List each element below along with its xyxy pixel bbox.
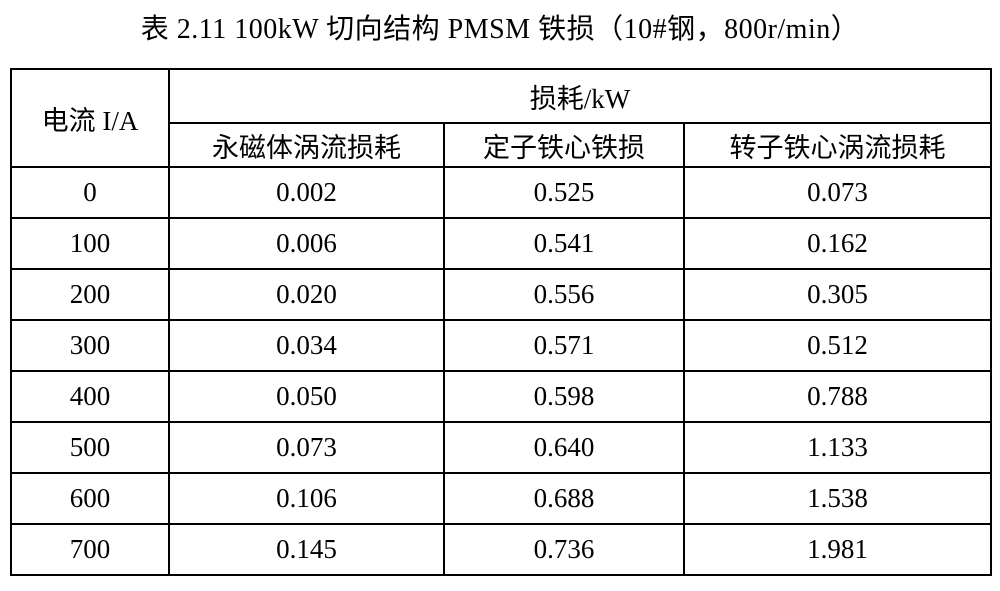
cell-current: 200 — [10, 268, 170, 321]
cell-current: 500 — [10, 421, 170, 474]
table-row: 400 0.050 0.598 0.788 — [10, 370, 993, 423]
table-row: 200 0.020 0.556 0.305 — [10, 268, 993, 321]
cell-rotor-eddy-loss: 1.538 — [682, 472, 993, 525]
header-current: 电流 I/A — [10, 68, 170, 168]
cell-current: 0 — [10, 166, 170, 219]
cell-stator-iron-loss: 0.640 — [443, 421, 685, 474]
cell-rotor-eddy-loss: 0.073 — [682, 166, 993, 219]
cell-stator-iron-loss: 0.571 — [443, 319, 685, 372]
table-row: 0 0.002 0.525 0.073 — [10, 166, 993, 219]
cell-pm-eddy-loss: 0.145 — [168, 523, 445, 576]
cell-pm-eddy-loss: 0.002 — [168, 166, 445, 219]
header-loss-group: 损耗/kW — [167, 68, 993, 124]
cell-current: 700 — [10, 523, 170, 576]
cell-pm-eddy-loss: 0.034 — [168, 319, 445, 372]
cell-current: 100 — [10, 217, 170, 270]
cell-stator-iron-loss: 0.525 — [443, 166, 685, 219]
cell-stator-iron-loss: 0.688 — [443, 472, 685, 525]
cell-pm-eddy-loss: 0.106 — [168, 472, 445, 525]
header-stator-iron-loss: 定子铁心铁损 — [443, 122, 685, 168]
cell-stator-iron-loss: 0.541 — [443, 217, 685, 270]
cell-stator-iron-loss: 0.598 — [443, 370, 685, 423]
cell-stator-iron-loss: 0.736 — [443, 523, 685, 576]
cell-pm-eddy-loss: 0.020 — [168, 268, 445, 321]
cell-pm-eddy-loss: 0.050 — [168, 370, 445, 423]
header-rotor-eddy-loss: 转子铁心涡流损耗 — [682, 122, 993, 168]
header-row-sub: 永磁体涡流损耗 定子铁心铁损 转子铁心涡流损耗 — [11, 122, 993, 168]
cell-pm-eddy-loss: 0.006 — [168, 217, 445, 270]
cell-pm-eddy-loss: 0.073 — [168, 421, 445, 474]
cell-rotor-eddy-loss: 0.162 — [682, 217, 993, 270]
cell-current: 600 — [10, 472, 170, 525]
iron-loss-table: 电流 I/A 损耗/kW 永磁体涡流损耗 定子铁心铁损 转子铁心涡流损耗 0 0… — [10, 68, 993, 576]
table-row: 100 0.006 0.541 0.162 — [10, 217, 993, 270]
cell-stator-iron-loss: 0.556 — [443, 268, 685, 321]
table-row: 300 0.034 0.571 0.512 — [10, 319, 993, 372]
cell-rotor-eddy-loss: 0.512 — [682, 319, 993, 372]
table-row: 700 0.145 0.736 1.981 — [10, 523, 993, 576]
cell-rotor-eddy-loss: 0.305 — [682, 268, 993, 321]
header-row-group: 电流 I/A 损耗/kW — [10, 68, 993, 168]
table-caption: 表 2.11 100kW 切向结构 PMSM 铁损（10#钢，800r/min） — [140, 14, 860, 45]
cell-rotor-eddy-loss: 0.788 — [682, 370, 993, 423]
header-pm-eddy-loss: 永磁体涡流损耗 — [168, 122, 445, 168]
cell-rotor-eddy-loss: 1.981 — [682, 523, 993, 576]
cell-current: 300 — [10, 319, 170, 372]
cell-current: 400 — [10, 370, 170, 423]
table-row: 500 0.073 0.640 1.133 — [10, 421, 993, 474]
table-row: 600 0.106 0.688 1.538 — [10, 472, 993, 525]
cell-rotor-eddy-loss: 1.133 — [682, 421, 993, 474]
